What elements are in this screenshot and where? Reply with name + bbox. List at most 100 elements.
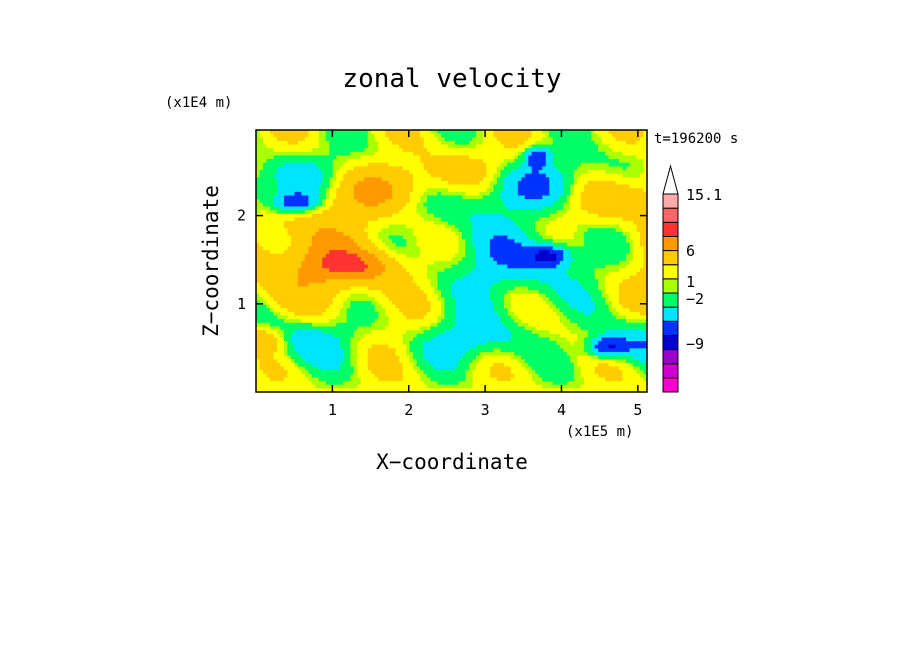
- field-cell: [399, 271, 404, 276]
- field-cell: [643, 202, 648, 207]
- field-cell: [605, 220, 609, 226]
- field-cell: [458, 239, 463, 244]
- field-cell: [287, 191, 292, 196]
- field-cell: [329, 217, 334, 222]
- field-cell: [329, 275, 334, 280]
- field-cell: [308, 166, 313, 171]
- field-cell: [262, 239, 267, 244]
- field-cell: [636, 257, 641, 262]
- field-cell: [489, 159, 494, 164]
- field-cell: [325, 188, 330, 193]
- field-cell: [479, 217, 484, 222]
- field-cell: [573, 155, 578, 160]
- field-cell: [601, 140, 606, 145]
- field-cell: [591, 191, 596, 196]
- field-cell: [409, 130, 414, 135]
- field-cell: [427, 177, 431, 182]
- field-cell: [402, 155, 407, 160]
- field-cell: [273, 151, 278, 156]
- field-cell: [510, 246, 515, 251]
- field-cell: [577, 239, 582, 244]
- field-cell: [601, 286, 606, 291]
- field-cell: [427, 170, 431, 175]
- field-cell: [493, 144, 498, 149]
- field-cell: [577, 177, 582, 182]
- field-cell: [468, 210, 473, 215]
- field-cell: [360, 290, 365, 295]
- field-cell: [308, 210, 313, 215]
- field-cell: [322, 279, 327, 284]
- field-cell: [266, 195, 271, 200]
- field-cell: [542, 217, 547, 222]
- field-cell: [524, 180, 529, 185]
- field-cell: [531, 228, 536, 233]
- field-cell: [318, 220, 323, 226]
- field-cell: [259, 217, 264, 222]
- field-cell: [350, 224, 355, 229]
- field-cell: [622, 206, 627, 211]
- field-cell: [420, 268, 424, 273]
- field-cell: [598, 282, 603, 287]
- field-cell: [416, 257, 421, 262]
- field-cell: [500, 257, 505, 262]
- field-cell: [566, 159, 571, 164]
- field-cell: [395, 279, 400, 284]
- field-cell: [489, 257, 494, 262]
- field-cell: [367, 199, 372, 204]
- field-cell: [444, 199, 449, 204]
- field-cell: [601, 202, 606, 207]
- field-cell: [601, 144, 606, 149]
- field-cell: [423, 210, 428, 215]
- field-cell: [587, 202, 592, 207]
- field-cell: [262, 180, 267, 185]
- field-cell: [420, 173, 424, 178]
- field-cell: [343, 170, 348, 175]
- field-cell: [605, 268, 609, 273]
- field-cell: [280, 264, 285, 269]
- field-cell: [493, 137, 498, 142]
- field-cell: [343, 286, 348, 291]
- field-cell: [451, 264, 456, 269]
- field-cell: [629, 155, 634, 160]
- field-cell: [364, 170, 369, 175]
- field-cell: [395, 257, 400, 262]
- time-label: t=196200 s: [654, 131, 738, 147]
- field-cell: [336, 206, 341, 211]
- field-cell: [388, 151, 393, 156]
- field-cell: [329, 231, 334, 236]
- field-cell: [388, 173, 393, 178]
- field-cell: [262, 202, 267, 207]
- field-cell: [360, 140, 365, 145]
- field-cell: [633, 137, 637, 142]
- field-cell: [325, 184, 330, 189]
- field-cell: [566, 184, 571, 189]
- field-cell: [444, 282, 449, 287]
- field-cell: [256, 286, 260, 291]
- field-cell: [360, 210, 365, 215]
- field-cell: [392, 231, 397, 236]
- field-cell: [591, 228, 596, 233]
- field-cell: [420, 188, 424, 193]
- field-cell: [287, 235, 292, 240]
- field-cell: [423, 195, 428, 200]
- field-cell: [427, 130, 431, 135]
- field-cell: [559, 202, 564, 207]
- field-cell: [308, 231, 313, 236]
- field-cell: [273, 170, 278, 175]
- field-cell: [392, 210, 397, 215]
- field-cell: [262, 290, 267, 295]
- field-cell: [381, 191, 386, 196]
- field-cell: [304, 206, 309, 211]
- field-cell: [336, 257, 341, 262]
- field-cell: [374, 133, 379, 138]
- field-cell: [437, 151, 442, 156]
- field-cell: [311, 224, 316, 229]
- field-cell: [461, 220, 466, 226]
- field-cell: [545, 162, 550, 167]
- field-cell: [276, 170, 281, 175]
- field-cell: [371, 268, 376, 273]
- field-cell: [458, 271, 463, 276]
- field-cell: [517, 220, 522, 226]
- field-cell: [496, 148, 501, 153]
- field-cell: [406, 140, 411, 145]
